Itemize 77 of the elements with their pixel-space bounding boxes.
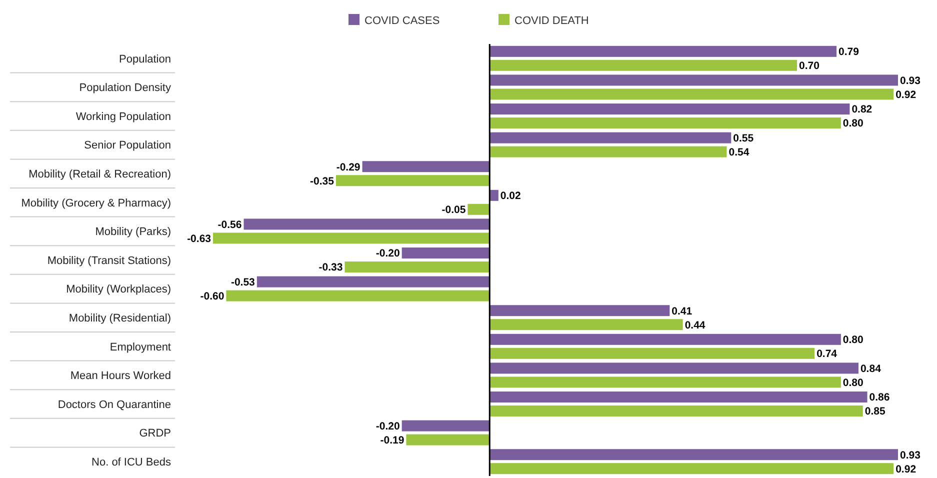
bar xyxy=(402,420,490,432)
legend-label: COVID CASES xyxy=(364,14,440,27)
data-label: 0.93 xyxy=(900,74,921,87)
data-label: 0.44 xyxy=(684,319,706,332)
bar xyxy=(490,104,850,114)
data-label: 0.85 xyxy=(864,406,886,418)
y-tick-label: Mobility (Transit Stations) xyxy=(47,254,171,267)
data-label: -0.29 xyxy=(336,161,360,174)
y-tick-label: Doctors On Quarantine xyxy=(58,398,171,411)
bar xyxy=(490,348,815,359)
bar xyxy=(490,46,837,57)
bar xyxy=(406,434,490,446)
bar xyxy=(344,262,490,272)
y-tick-label: Employment xyxy=(110,341,171,354)
data-label: 0.79 xyxy=(838,46,860,58)
data-label: 0.74 xyxy=(816,348,838,360)
y-tick-label: Mean Hours Worked xyxy=(70,370,171,382)
data-label: 0.92 xyxy=(896,88,916,101)
y-tick-label: Mobility (Residential) xyxy=(68,312,171,324)
data-label: -0.05 xyxy=(442,204,466,216)
data-label: 0.92 xyxy=(896,463,916,476)
data-label: -0.20 xyxy=(376,248,400,260)
bar xyxy=(226,290,490,302)
y-tick-label: Working Population xyxy=(76,110,171,123)
bar xyxy=(490,146,727,158)
y-tick-label: Mobility (Retail & Recreation) xyxy=(28,168,171,180)
data-label: 0.70 xyxy=(799,60,820,72)
bar xyxy=(362,161,490,172)
y-tick-label: No. of ICU Beds xyxy=(92,456,172,468)
bar xyxy=(402,248,490,258)
bar xyxy=(490,449,898,460)
data-label: -0.53 xyxy=(230,276,256,288)
bar xyxy=(490,74,898,86)
y-tick-label: Population Density xyxy=(79,82,172,94)
data-label: -0.19 xyxy=(380,434,404,446)
data-label: 0.93 xyxy=(900,449,921,462)
data-label: 0.41 xyxy=(672,305,692,318)
bar xyxy=(490,60,798,71)
bar xyxy=(490,392,868,402)
data-label: -0.63 xyxy=(187,232,212,245)
y-tick-label: Senior Population xyxy=(84,140,171,152)
data-label: -0.33 xyxy=(318,262,343,274)
bar xyxy=(213,232,490,244)
y-tick-label: Mobility (Workplaces) xyxy=(66,284,171,296)
bar xyxy=(490,118,841,128)
data-label: 0.80 xyxy=(842,118,864,130)
bar xyxy=(490,362,858,374)
data-label: 0.86 xyxy=(869,392,890,404)
data-label: 0.80 xyxy=(842,334,864,346)
bar xyxy=(490,190,498,201)
data-label: 0.82 xyxy=(852,104,872,116)
bar xyxy=(256,276,490,288)
data-label: 0.54 xyxy=(728,146,750,158)
bar xyxy=(490,406,863,416)
bar xyxy=(490,376,841,388)
legend-label: COVID DEATH xyxy=(514,14,589,27)
y-tick-label: GRDP xyxy=(139,428,171,440)
bar xyxy=(490,463,894,474)
bar xyxy=(490,88,894,100)
bar xyxy=(490,132,732,144)
data-label: 0.55 xyxy=(733,132,754,144)
bar xyxy=(336,175,490,186)
data-label: -0.60 xyxy=(200,290,224,302)
data-label: 0.84 xyxy=(860,362,882,375)
bar xyxy=(490,319,683,330)
bar xyxy=(490,334,841,345)
y-tick-label: Mobility (Grocery & Pharmacy) xyxy=(21,197,171,210)
data-label: 0.80 xyxy=(842,376,864,389)
bar xyxy=(490,305,670,316)
data-label: -0.35 xyxy=(310,175,334,188)
bar xyxy=(244,218,490,230)
y-tick-label: Population xyxy=(119,53,171,66)
data-label: -0.56 xyxy=(218,218,242,231)
y-tick-label: Mobility (Parks) xyxy=(95,226,171,238)
data-label: -0.20 xyxy=(376,420,400,432)
data-label: 0.02 xyxy=(500,190,522,202)
bar xyxy=(468,204,490,215)
